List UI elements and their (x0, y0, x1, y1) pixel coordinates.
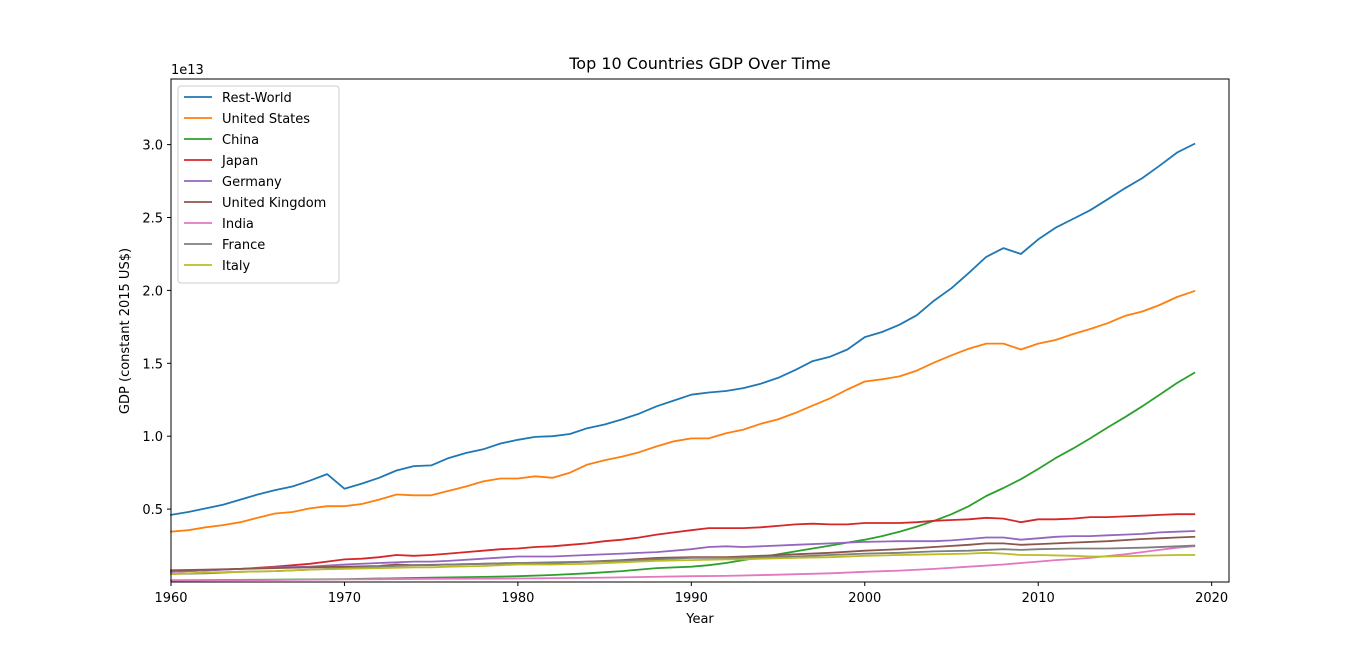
series-line-france (170, 544, 1196, 575)
legend-label: Rest-World (222, 91, 292, 106)
x-tick-label: 2000 (848, 591, 881, 606)
chart-title: Top 10 Countries GDP Over Time (568, 54, 831, 73)
x-tick-label: 1980 (501, 591, 534, 606)
y-tick-label: 2.5 (142, 212, 163, 227)
legend-label: China (222, 133, 259, 148)
legend-label: Germany (222, 175, 282, 190)
series-line-germany (170, 530, 1196, 573)
y-axis-ticks: 0.5 1.0 1.5 2.0 2.5 3.0 (142, 139, 171, 518)
x-tick-label: 2010 (1022, 591, 1055, 606)
x-axis-ticks: 1960 1970 1980 1990 2000 2010 2020 (154, 582, 1228, 606)
legend-label: Japan (221, 154, 258, 169)
series-line-rest-world (169, 142, 1196, 516)
x-tick-label: 1970 (328, 591, 361, 606)
y-tick-label: 0.5 (142, 503, 163, 518)
y-tick-label: 1.0 (142, 430, 163, 445)
plot-area (171, 79, 1229, 582)
legend: Rest-World United States China Japan Germany… (177, 85, 340, 284)
series-line-united-states (170, 289, 1196, 533)
x-tick-label: 2020 (1195, 591, 1228, 606)
series-line-japan (170, 513, 1196, 573)
y-axis-offset-text: 1e13 (171, 63, 204, 78)
x-axis-label: Year (685, 612, 714, 627)
series-layer (169, 142, 1196, 582)
legend-label: United States (222, 112, 310, 127)
y-axis-label: GDP (constant 2015 US$) (118, 248, 133, 414)
series-line-china (170, 371, 1196, 582)
y-tick-label: 2.0 (142, 284, 163, 299)
legend-label: France (222, 238, 265, 253)
x-tick-label: 1990 (675, 591, 708, 606)
series-line-india (170, 545, 1196, 582)
y-tick-label: 1.5 (142, 357, 163, 372)
legend-box (177, 85, 340, 284)
legend-label: United Kingdom (222, 196, 326, 211)
legend-label: Italy (222, 259, 251, 274)
axes-frame (170, 78, 1230, 583)
series-line-italy (170, 551, 1196, 575)
y-tick-label: 3.0 (142, 139, 163, 154)
x-tick-label: 1960 (154, 591, 187, 606)
legend-label: India (222, 217, 254, 232)
